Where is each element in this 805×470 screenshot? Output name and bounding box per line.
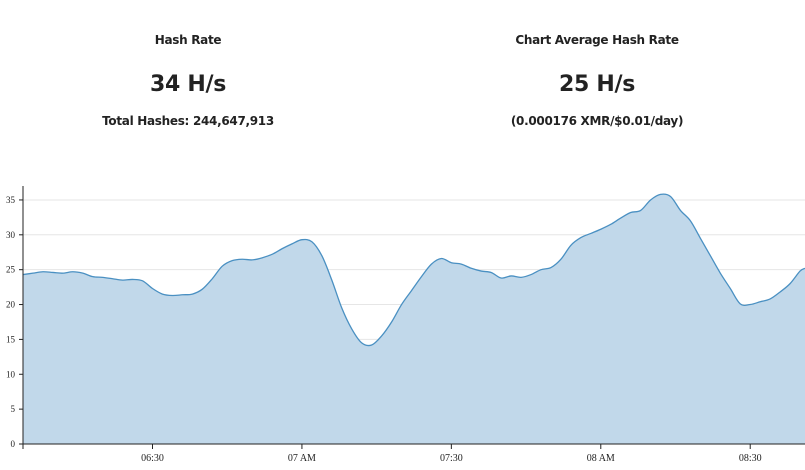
y-tick-label: 0 (11, 439, 16, 449)
y-tick-label: 25 (6, 265, 16, 275)
earnings-rate: (0.000176 XMR/$0.01/day) (510, 114, 684, 128)
x-tick-label: 06:30 (141, 453, 164, 464)
x-tick-label: 07:30 (440, 453, 463, 464)
y-tick-label: 30 (6, 230, 16, 240)
average-hash-rate-value: 25 H/s (558, 72, 636, 97)
hash-rate-chart: 0 5 10 15 20 25 30 35 06:30 07 AM 07:30 08 AM 08:30 (6, 186, 805, 464)
hash-rate-line (22, 193, 805, 347)
total-hashes: Total Hashes: 244,647,913 (102, 114, 274, 128)
x-tick-label: 07 AM (288, 453, 316, 464)
average-hash-rate-label: Chart Average Hash Rate (515, 33, 679, 47)
hash-rate-value: 34 H/s (149, 72, 227, 97)
y-tick-label: 35 (6, 195, 16, 205)
y-tick-label: 10 (6, 369, 16, 379)
y-tick-label: 15 (6, 334, 16, 344)
x-tick-label: 08:30 (739, 453, 762, 464)
y-tick-label: 20 (6, 300, 16, 310)
x-tick-label: 08 AM (587, 453, 615, 464)
axes: 0 5 10 15 20 25 30 35 06:30 07 AM 07:30 08 AM 08:30 (6, 186, 805, 464)
hash-rate-area (23, 194, 805, 444)
y-tick-label: 5 (11, 404, 16, 414)
hash-rate-label: Hash Rate (154, 33, 222, 47)
